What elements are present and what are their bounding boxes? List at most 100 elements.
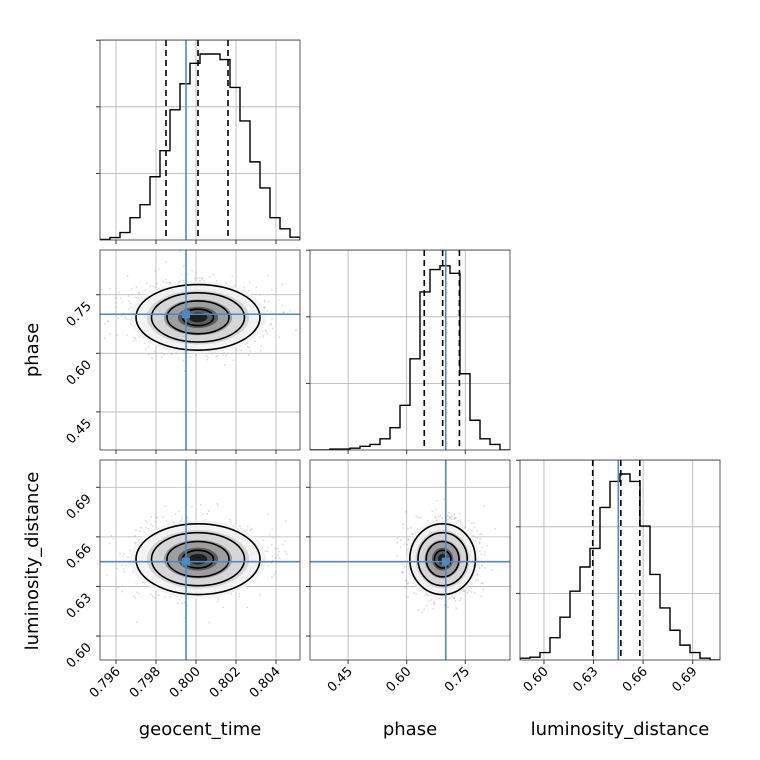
scatter-point	[147, 345, 150, 348]
scatter-point	[115, 334, 118, 337]
scatter-point	[176, 602, 179, 604]
scatter-point	[126, 274, 129, 277]
scatter-point	[206, 513, 209, 515]
x-tick-label-luminosity-distance: 0.63	[570, 664, 601, 695]
scatter-point	[443, 604, 446, 607]
scatter-point	[107, 320, 110, 323]
scatter-point	[424, 594, 426, 596]
scatter-point	[164, 596, 166, 598]
scatter-point	[416, 528, 419, 531]
scatter-point	[123, 553, 125, 555]
histogram-geocent-time	[100, 53, 300, 240]
scatter-point	[130, 306, 133, 309]
scatter-point	[402, 563, 404, 566]
scatter-point	[157, 268, 160, 271]
contour-line	[433, 549, 452, 569]
scatter-point	[129, 302, 132, 305]
scatter-point	[402, 523, 404, 526]
scatter-point	[179, 250, 182, 253]
scatter-point	[411, 586, 414, 588]
scatter-point	[143, 531, 146, 533]
scatter-point	[183, 601, 186, 604]
panel-frame	[99, 249, 301, 451]
scatter-point	[109, 287, 112, 290]
y-tick-label-luminosity-distance: 0.69	[64, 491, 95, 522]
scatter-point	[477, 579, 480, 582]
truth-marker	[182, 310, 190, 319]
scatter-point	[89, 335, 91, 337]
scatter-point	[181, 516, 184, 518]
scatter-point	[271, 576, 273, 578]
scatter-point	[147, 353, 150, 356]
panel-phase-vs-geocent-time: 0.450.600.75	[64, 249, 301, 454]
scatter-point	[453, 517, 456, 520]
scatter-point	[182, 359, 185, 362]
panel-content	[310, 460, 514, 660]
scatter-point	[278, 550, 281, 553]
scatter-point	[223, 351, 225, 354]
scatter-point	[278, 557, 281, 560]
contour-line	[135, 283, 261, 351]
scatter-point	[130, 288, 133, 290]
scatter-point	[121, 585, 124, 588]
scatter-point	[178, 598, 181, 601]
scatter-point	[199, 276, 201, 279]
panel-geocent-time-vs-geocent-time	[96, 39, 301, 244]
scatter-point	[165, 281, 168, 284]
scatter-point	[419, 516, 422, 519]
scatter-point	[401, 571, 404, 573]
scatter-point	[283, 540, 286, 542]
scatter-point	[144, 289, 147, 292]
scatter-point	[478, 550, 481, 552]
scatter-point	[278, 336, 281, 339]
scatter-point	[239, 525, 241, 527]
scatter-point	[512, 542, 514, 544]
scatter-point	[407, 538, 410, 541]
scatter-point	[262, 336, 265, 338]
scatter-point	[483, 554, 486, 556]
contour-line	[409, 523, 477, 596]
scatter-point	[254, 340, 256, 343]
scatter-point	[459, 512, 461, 515]
scatter-point	[265, 330, 268, 333]
scatter-point	[126, 556, 129, 558]
scatter-point	[133, 337, 135, 339]
scatter-point	[127, 308, 130, 311]
scatter-point	[162, 516, 164, 519]
scatter-point	[403, 566, 406, 568]
scatter-point	[399, 539, 402, 541]
scatter-point	[212, 273, 215, 276]
scatter-point	[147, 527, 150, 530]
scatter-point	[128, 300, 131, 303]
scatter-point	[171, 520, 174, 523]
scatter-point	[106, 320, 109, 323]
scatter-point	[232, 359, 235, 361]
scatter-point	[248, 350, 251, 353]
scatter-point	[411, 533, 413, 535]
scatter-point	[263, 300, 266, 303]
scatter-point	[281, 304, 284, 307]
scatter-point	[224, 354, 227, 357]
scatter-point	[484, 550, 487, 553]
scatter-point	[225, 282, 227, 285]
scatter-point	[452, 518, 454, 521]
scatter-point	[154, 520, 157, 523]
scatter-point	[274, 571, 277, 573]
scatter-point	[407, 596, 409, 598]
scatter-point	[271, 528, 274, 531]
scatter-point	[453, 596, 456, 599]
scatter-point	[250, 528, 253, 531]
scatter-point	[118, 291, 120, 294]
panel-content	[89, 250, 300, 450]
scatter-point	[448, 597, 451, 600]
scatter-point	[264, 550, 267, 552]
scatter-point	[117, 317, 120, 319]
scatter-point	[267, 301, 270, 303]
scatter-point	[270, 322, 273, 325]
scatter-point	[406, 583, 409, 585]
scatter-point	[266, 274, 269, 277]
scatter-point	[248, 346, 251, 349]
scatter-point	[145, 526, 148, 529]
scatter-point	[190, 505, 193, 508]
scatter-point	[92, 596, 94, 598]
